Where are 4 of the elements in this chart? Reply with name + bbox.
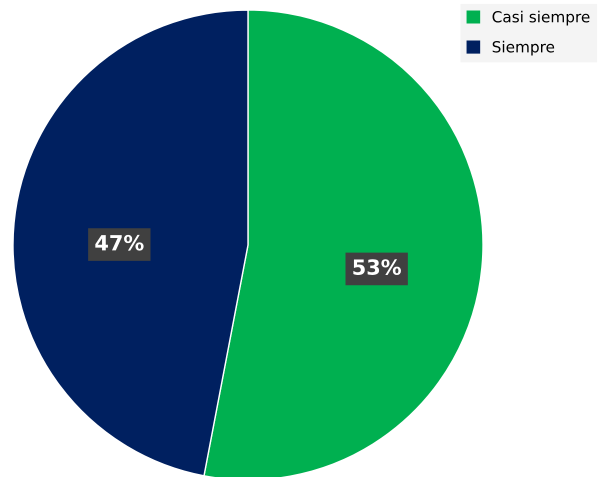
legend-label: Siempre (492, 40, 554, 56)
data-label: 47% (95, 234, 144, 251)
legend-label: Casi siempre (492, 10, 590, 26)
data-label: 53% (353, 259, 401, 275)
